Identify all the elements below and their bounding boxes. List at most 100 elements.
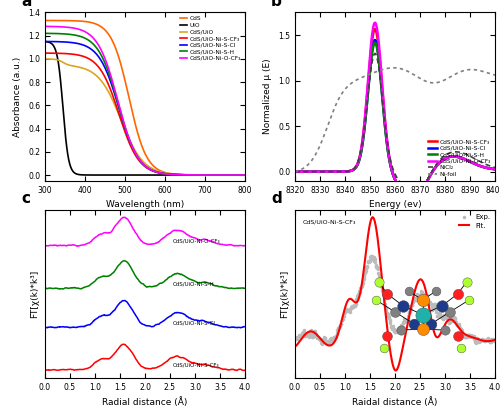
- CdS/UiO-Ni-O-CF₃: [160, 171, 166, 176]
- UiO: [176, 173, 182, 178]
- Point: [462, 279, 470, 285]
- NiCl₂: [411, 192, 417, 197]
- Line: UiO: UiO: [45, 42, 245, 175]
- Point: [396, 327, 404, 333]
- Text: CdS/UiO-Ni-S-Cl: CdS/UiO-Ni-S-Cl: [172, 320, 216, 325]
- Line: CdS: CdS: [45, 21, 245, 175]
- UiO: [94, 173, 100, 178]
- Fit.: [388, 350, 394, 355]
- X-axis label: Raidal distance (Å): Raidal distance (Å): [352, 397, 438, 407]
- CdS/UiO-Ni-S-CF₃: [176, 172, 182, 177]
- CdS/UiO-Ni-S-CF₃: [42, 51, 48, 55]
- NiCl₂: [344, 169, 349, 174]
- CdS/UiO-Ni-O-CF₃: [328, 169, 334, 174]
- Legend: CdS/UiO-Ni-S-CF₃, CdS/UiO-Ni-S-Cl, CdS/UiO-Ni-S-H, CdS/UiO-Ni-O-CF₃, NiCl₂, Ni-f: CdS/UiO-Ni-S-CF₃, CdS/UiO-Ni-S-Cl, CdS/U…: [427, 138, 492, 178]
- UiO: [192, 173, 198, 178]
- Point: [398, 302, 406, 309]
- CdS: [42, 18, 48, 23]
- Line: CdS/UiO-Ni-S-CF₃: CdS/UiO-Ni-S-CF₃: [295, 29, 495, 201]
- CdS/UiO-Ni-S-CF₃: [409, 199, 415, 203]
- Text: CdS/UiO-Ni-S-H: CdS/UiO-Ni-S-H: [172, 281, 214, 286]
- Point: [428, 321, 436, 327]
- CdS/UiO-Ni-S-CF₃: [192, 173, 198, 178]
- NiCl₂: [383, 128, 389, 133]
- Legend: CdS, UiO, CdS/UiO, CdS/UiO-Ni-S-CF₃, CdS/UiO-Ni-S-Cl, CdS/UiO-Ni-S-H, CdS/UiO-Ni: CdS, UiO, CdS/UiO, CdS/UiO-Ni-S-CF₃, CdS…: [179, 15, 242, 62]
- Y-axis label: FT[χ(k)*k³]: FT[χ(k)*k³]: [30, 270, 40, 318]
- Line: CdS/UiO-Ni-O-CF₃: CdS/UiO-Ni-O-CF₃: [295, 23, 495, 201]
- Point: [446, 309, 454, 315]
- CdS/UiO-Ni-O-CF₃: [426, 175, 432, 180]
- CdS/UiO-Ni-S-Cl: [42, 39, 48, 44]
- CdS/UiO-Ni-S-CF₃: [292, 169, 298, 174]
- CdS/UiO-Ni-S-CF₃: [444, 155, 450, 160]
- UiO: [78, 172, 84, 177]
- CdS/UiO-Ni-O-CF₃: [42, 24, 48, 29]
- CdS/UiO-Ni-S-Cl: [192, 173, 198, 178]
- CdS/UiO-Ni-S-H: [328, 169, 334, 174]
- Text: d: d: [271, 191, 282, 206]
- Line: CdS/UiO-Ni-S-H: CdS/UiO-Ni-S-H: [45, 33, 245, 175]
- CdS/UiO-Ni-S-H: [410, 198, 416, 203]
- Ni-foil: [492, 73, 498, 78]
- NiCl₂: [426, 174, 432, 179]
- Point: [374, 279, 382, 285]
- CdS/UiO-Ni-S-CF₃: [383, 128, 389, 133]
- CdS: [192, 173, 198, 178]
- CdS/UiO-Ni-S-H: [94, 45, 100, 50]
- CdS/UiO-Ni-O-CF₃: [176, 172, 182, 177]
- CdS/UiO-Ni-O-CF₃: [192, 173, 198, 178]
- UiO: [160, 173, 166, 178]
- CdS/UiO-Ni-S-H: [132, 151, 138, 156]
- CdS/UiO-Ni-S-Cl: [492, 167, 498, 172]
- CdS/UiO-Ni-S-H: [160, 171, 166, 176]
- CdS/UiO-Ni-S-CF₃: [94, 62, 100, 67]
- CdS/UiO-Ni-S-H: [492, 167, 498, 172]
- CdS: [242, 173, 248, 178]
- Fit.: [370, 215, 376, 220]
- Fit.: [492, 337, 498, 342]
- CdS/UiO-Ni-S-Cl: [242, 173, 248, 178]
- CdS/UiO: [42, 56, 48, 61]
- NiCl₂: [328, 169, 334, 174]
- X-axis label: Energy (ev): Energy (ev): [368, 200, 422, 209]
- Line: CdS/UiO-Ni-S-H: CdS/UiO-Ni-S-H: [295, 43, 495, 201]
- Y-axis label: FT[χ(k)*k³]: FT[χ(k)*k³]: [280, 270, 289, 318]
- Fit.: [412, 289, 418, 293]
- Exp.: [412, 297, 418, 302]
- Line: Ni-foil: Ni-foil: [295, 68, 495, 172]
- Text: c: c: [21, 191, 30, 206]
- CdS/UiO-Ni-S-H: [176, 172, 182, 177]
- Line: CdS/UiO-Ni-O-CF₃: CdS/UiO-Ni-O-CF₃: [45, 26, 245, 175]
- CdS/UiO-Ni-S-CF₃: [372, 27, 378, 32]
- CdS/UiO-Ni-S-CF₃: [328, 169, 334, 174]
- CdS/UiO: [78, 65, 84, 70]
- CdS/UiO-Ni-S-Cl: [372, 37, 378, 42]
- Exp.: [389, 324, 395, 329]
- CdS/UiO-Ni-S-CF₃: [78, 53, 84, 58]
- CdS/UiO: [192, 173, 198, 178]
- Ni-foil: [443, 77, 449, 82]
- CdS/UiO-Ni-S-CF₃: [160, 171, 166, 176]
- Text: CdS/UiO-Ni-S-CF₃: CdS/UiO-Ni-S-CF₃: [303, 220, 356, 225]
- CdS/UiO: [132, 149, 138, 154]
- CdS/UiO-Ni-S-H: [409, 199, 415, 203]
- CdS/UiO-Ni-S-CF₃: [426, 175, 432, 180]
- CdS: [132, 122, 138, 127]
- Ni-foil: [292, 169, 298, 174]
- Point: [406, 288, 413, 294]
- Point: [432, 288, 440, 294]
- Point: [418, 312, 426, 318]
- CdS/UiO-Ni-O-CF₃: [372, 20, 378, 25]
- NiCl₂: [444, 152, 450, 157]
- Point: [454, 291, 462, 297]
- CdS/UiO-Ni-S-H: [372, 40, 378, 45]
- CdS/UiO-Ni-S-Cl: [94, 51, 100, 56]
- Line: CdS/UiO-Ni-S-CF₃: CdS/UiO-Ni-S-CF₃: [45, 53, 245, 175]
- Ni-foil: [344, 85, 349, 90]
- Line: CdS/UiO: CdS/UiO: [45, 59, 245, 175]
- CdS/UiO-Ni-S-H: [78, 34, 84, 39]
- CdS/UiO: [242, 173, 248, 178]
- CdS/UiO-Ni-S-Cl: [444, 155, 450, 160]
- Point: [384, 333, 392, 339]
- CdS/UiO-Ni-O-CF₃: [242, 173, 248, 178]
